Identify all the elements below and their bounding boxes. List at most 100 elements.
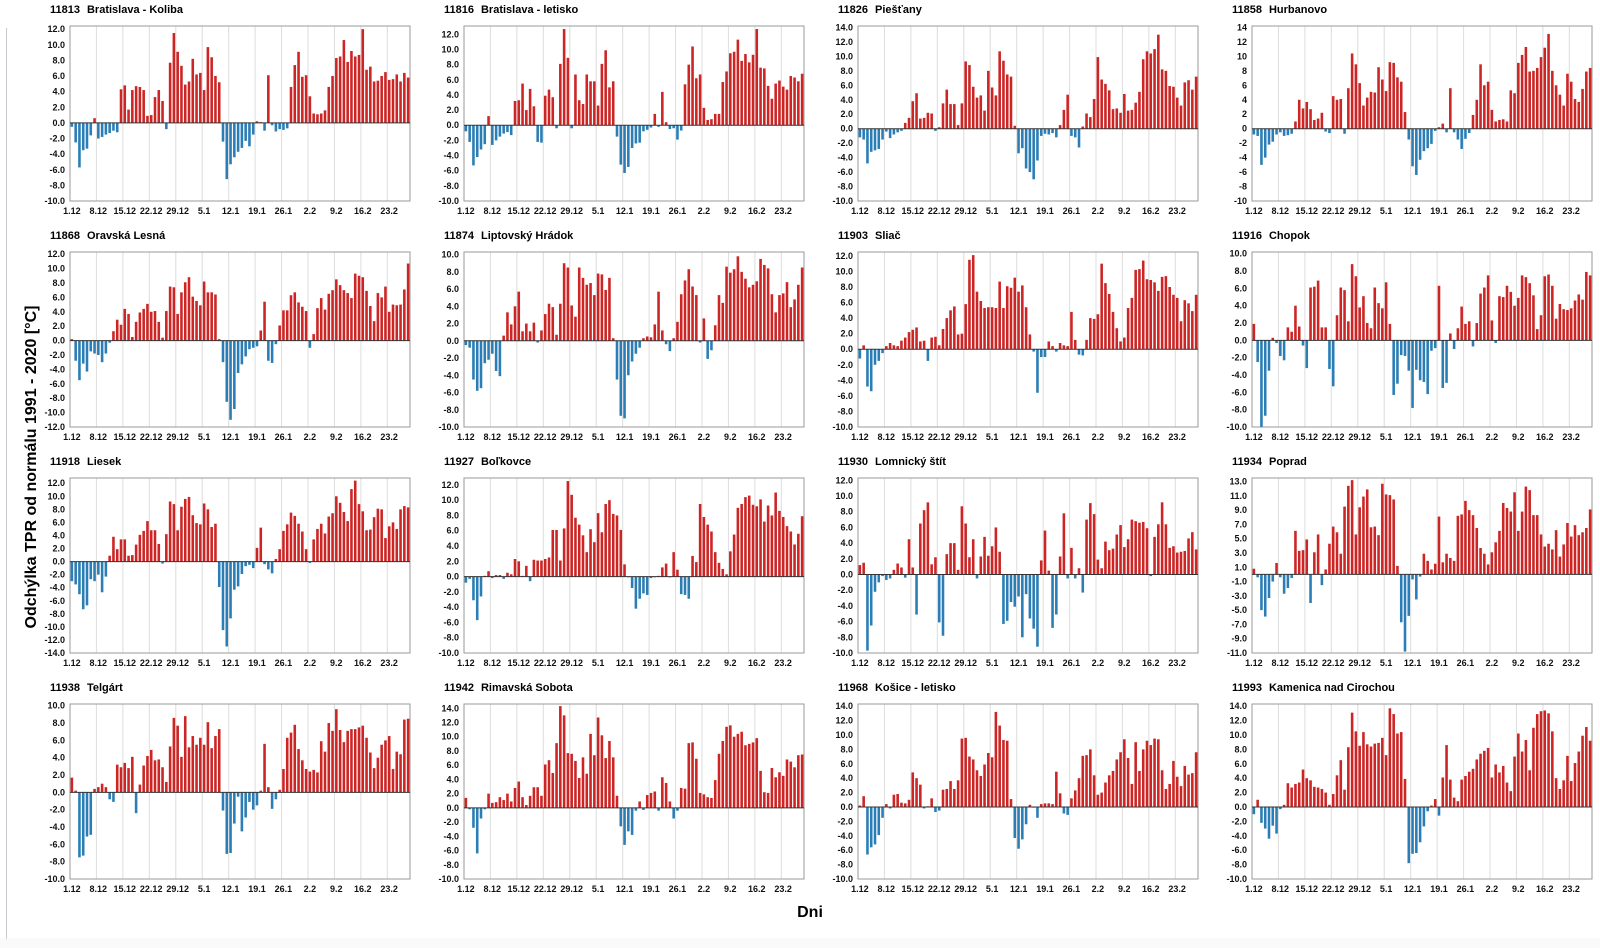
charts-grid: 11813 Bratislava - Koliba 12.0 10.0 8.0 6.0 4.… bbox=[22, 0, 1598, 904]
svg-text:-8.0: -8.0 bbox=[49, 609, 65, 619]
y-tick-labels: 14.0 12.0 10.0 8.0 6.0 4.0 2.0 0.0 -2.0 -4.0 -6.0 -… bbox=[832, 701, 853, 884]
svg-text:19.1: 19.1 bbox=[1430, 432, 1448, 442]
svg-text:12.1: 12.1 bbox=[1404, 432, 1422, 442]
svg-text:29.12: 29.12 bbox=[1348, 658, 1371, 668]
svg-text:15.12: 15.12 bbox=[114, 206, 137, 216]
svg-text:12.0: 12.0 bbox=[441, 718, 459, 728]
svg-text:16.2: 16.2 bbox=[748, 884, 766, 894]
svg-text:12.1: 12.1 bbox=[222, 884, 240, 894]
chart-panel-11826: 11826 Piešťany 14.0 12.0 10.0 8.0 6.0 4.0 2.0 0.0… bbox=[810, 0, 1204, 226]
chart-panel-11968: 11968 Košice - letisko 14.0 12.0 10.0 8.0 6.0 4… bbox=[810, 678, 1204, 904]
chart-title: 11942 Rimavská Sobota bbox=[416, 682, 810, 698]
y-tick-labels: 10.0 8.0 6.0 4.0 2.0 0.0 -2.0 -4.0 -6.0 -8.0 -10.0 bbox=[1226, 249, 1247, 432]
svg-text:19.1: 19.1 bbox=[1036, 884, 1054, 894]
svg-text:6.0: 6.0 bbox=[52, 292, 65, 302]
svg-text:8.12: 8.12 bbox=[484, 206, 502, 216]
svg-text:-2.0: -2.0 bbox=[443, 353, 459, 363]
plot-border bbox=[857, 703, 1199, 880]
svg-text:-8.0: -8.0 bbox=[1231, 405, 1247, 415]
bar-plot: 10.0 8.0 6.0 4.0 2.0 0.0 -2.0 -4.0 -6.0 -8.0 -10.0… bbox=[1226, 249, 1593, 442]
svg-text:12.0: 12.0 bbox=[47, 24, 65, 34]
svg-text:2.2: 2.2 bbox=[1486, 432, 1499, 442]
svg-text:19.1: 19.1 bbox=[248, 884, 266, 894]
gridlines bbox=[883, 26, 1176, 201]
svg-text:19.1: 19.1 bbox=[1036, 432, 1054, 442]
svg-text:0.0: 0.0 bbox=[840, 124, 853, 134]
svg-text:26.1: 26.1 bbox=[1063, 884, 1081, 894]
svg-text:2.0: 2.0 bbox=[840, 109, 853, 119]
svg-text:-6.0: -6.0 bbox=[443, 166, 459, 176]
svg-text:16.2: 16.2 bbox=[1142, 206, 1160, 216]
x-tick-labels: 1.12 8.12 15.12 22.12 29.12 5.1 12.1 19.1 26.1 2.… bbox=[457, 432, 792, 442]
bars bbox=[464, 256, 804, 419]
svg-text:15.12: 15.12 bbox=[1296, 432, 1319, 442]
y-tick-labels: 12.0 10.0 8.0 6.0 4.0 2.0 0.0 -2.0 -4.0 -6.0 -8.0 -… bbox=[438, 29, 459, 206]
svg-text:10.0: 10.0 bbox=[835, 266, 853, 276]
station-id: 11930 bbox=[838, 456, 868, 468]
svg-text:8.12: 8.12 bbox=[90, 206, 108, 216]
svg-text:-4.0: -4.0 bbox=[837, 375, 853, 385]
bars bbox=[1252, 33, 1592, 175]
svg-text:26.1: 26.1 bbox=[1457, 432, 1475, 442]
svg-text:4.0: 4.0 bbox=[840, 538, 853, 548]
svg-text:12.1: 12.1 bbox=[1404, 206, 1422, 216]
svg-text:0.0: 0.0 bbox=[840, 344, 853, 354]
svg-text:23.2: 23.2 bbox=[1562, 206, 1580, 216]
y-tick-labels: 12.0 10.0 8.0 6.0 4.0 2.0 0.0 -2.0 -4.0 -6.0 -8.0 -… bbox=[832, 475, 853, 658]
x-tick-labels: 1.12 8.12 15.12 22.12 29.12 5.1 12.1 19.1 26.1 2.… bbox=[1245, 432, 1580, 442]
gridlines bbox=[489, 704, 782, 879]
station-name: Poprad bbox=[1268, 456, 1307, 468]
gridlines bbox=[95, 26, 388, 201]
svg-text:-6.0: -6.0 bbox=[49, 165, 65, 175]
svg-text:-8.0: -8.0 bbox=[443, 181, 459, 191]
svg-text:5.1: 5.1 bbox=[198, 658, 211, 668]
bar-plot: 13.0 11.0 9.0 7.0 5.0 3.0 1.0 -1.0 -3.0 -5.0 -7.0 -… bbox=[1227, 477, 1593, 668]
svg-text:1.12: 1.12 bbox=[851, 432, 869, 442]
chart-panel-11903: 11903 Sliač 12.0 10.0 8.0 6.0 4.0 2.0 0.0 -2.0 -4.… bbox=[810, 226, 1204, 452]
svg-text:19.1: 19.1 bbox=[248, 206, 266, 216]
svg-text:29.12: 29.12 bbox=[560, 432, 583, 442]
station-name: Kamenica nad Cirochou bbox=[1268, 682, 1395, 694]
svg-text:-6.0: -6.0 bbox=[837, 391, 853, 401]
svg-text:-6.0: -6.0 bbox=[49, 839, 65, 849]
svg-text:16.2: 16.2 bbox=[354, 206, 372, 216]
svg-text:10.0: 10.0 bbox=[835, 491, 853, 501]
svg-text:4.0: 4.0 bbox=[446, 774, 459, 784]
svg-text:19.1: 19.1 bbox=[248, 658, 266, 668]
bars bbox=[858, 255, 1198, 393]
svg-text:2.0: 2.0 bbox=[446, 319, 459, 329]
svg-text:2.0: 2.0 bbox=[52, 321, 65, 331]
bar-plot: 14.0 12.0 10.0 8.0 6.0 4.0 2.0 0.0 -2.0 -4.0 -6.0 -… bbox=[438, 703, 805, 894]
svg-text:22.12: 22.12 bbox=[534, 658, 557, 668]
svg-text:4.0: 4.0 bbox=[840, 313, 853, 323]
svg-text:-4.0: -4.0 bbox=[443, 370, 459, 380]
svg-text:0.0: 0.0 bbox=[446, 803, 459, 813]
svg-text:5.1: 5.1 bbox=[1380, 432, 1393, 442]
chart-title: 11916 Chopok bbox=[1204, 230, 1598, 246]
station-name: Sliač bbox=[874, 230, 901, 242]
svg-text:15.12: 15.12 bbox=[114, 432, 137, 442]
svg-text:-5.0: -5.0 bbox=[1231, 605, 1247, 615]
bar-plot: 10.0 8.0 6.0 4.0 2.0 0.0 -2.0 -4.0 -6.0 -8.0 -10.0… bbox=[438, 250, 805, 442]
svg-text:16.2: 16.2 bbox=[354, 432, 372, 442]
svg-text:22.12: 22.12 bbox=[928, 206, 951, 216]
plot-border bbox=[69, 25, 411, 202]
svg-text:-6: -6 bbox=[1239, 167, 1247, 177]
svg-text:1.12: 1.12 bbox=[457, 432, 475, 442]
svg-text:-10.0: -10.0 bbox=[1226, 874, 1247, 884]
svg-text:8.12: 8.12 bbox=[1272, 658, 1290, 668]
svg-text:2.2: 2.2 bbox=[698, 884, 711, 894]
svg-text:22.12: 22.12 bbox=[140, 658, 163, 668]
svg-text:-4: -4 bbox=[1239, 153, 1247, 163]
svg-text:2.2: 2.2 bbox=[698, 432, 711, 442]
chart-title: 11938 Telgárt bbox=[22, 682, 416, 698]
svg-text:4.0: 4.0 bbox=[446, 301, 459, 311]
svg-text:14: 14 bbox=[1237, 22, 1247, 32]
svg-text:22.12: 22.12 bbox=[534, 432, 557, 442]
bar-plot: 14.0 12.0 10.0 8.0 6.0 4.0 2.0 0.0 -2.0 -4.0 -6.0 -… bbox=[1226, 701, 1593, 894]
svg-text:29.12: 29.12 bbox=[166, 658, 189, 668]
svg-text:4.0: 4.0 bbox=[52, 307, 65, 317]
svg-text:5.0: 5.0 bbox=[1234, 534, 1247, 544]
svg-text:26.1: 26.1 bbox=[1063, 206, 1081, 216]
svg-text:12.1: 12.1 bbox=[1010, 658, 1028, 668]
